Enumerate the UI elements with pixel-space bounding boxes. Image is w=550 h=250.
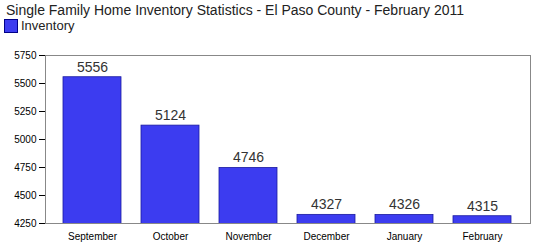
svg-text:November: November [225,231,272,242]
svg-text:February: February [462,231,502,242]
svg-text:5124: 5124 [155,107,186,123]
svg-text:January: January [387,231,423,242]
svg-text:4327: 4327 [311,196,342,212]
svg-text:4746: 4746 [233,149,264,165]
svg-text:October: October [153,231,189,242]
svg-text:4500: 4500 [14,190,37,201]
svg-text:4315: 4315 [467,198,498,214]
svg-text:5500: 5500 [14,78,37,89]
svg-text:5000: 5000 [14,134,37,145]
html-text:Single Family Home Inventory S: Single Family Home Inventory Statistics … [6,2,464,18]
svg-text:4750: 4750 [14,162,37,173]
svg-text:December: December [303,231,350,242]
svg-text:5750: 5750 [14,50,37,61]
svg-text:5250: 5250 [14,106,37,117]
html-text:Inventory: Inventory [21,18,75,33]
svg-text:September: September [68,231,118,242]
svg-text:5556: 5556 [77,59,108,75]
svg-text:4250: 4250 [14,218,37,229]
svg-text:4326: 4326 [389,196,420,212]
